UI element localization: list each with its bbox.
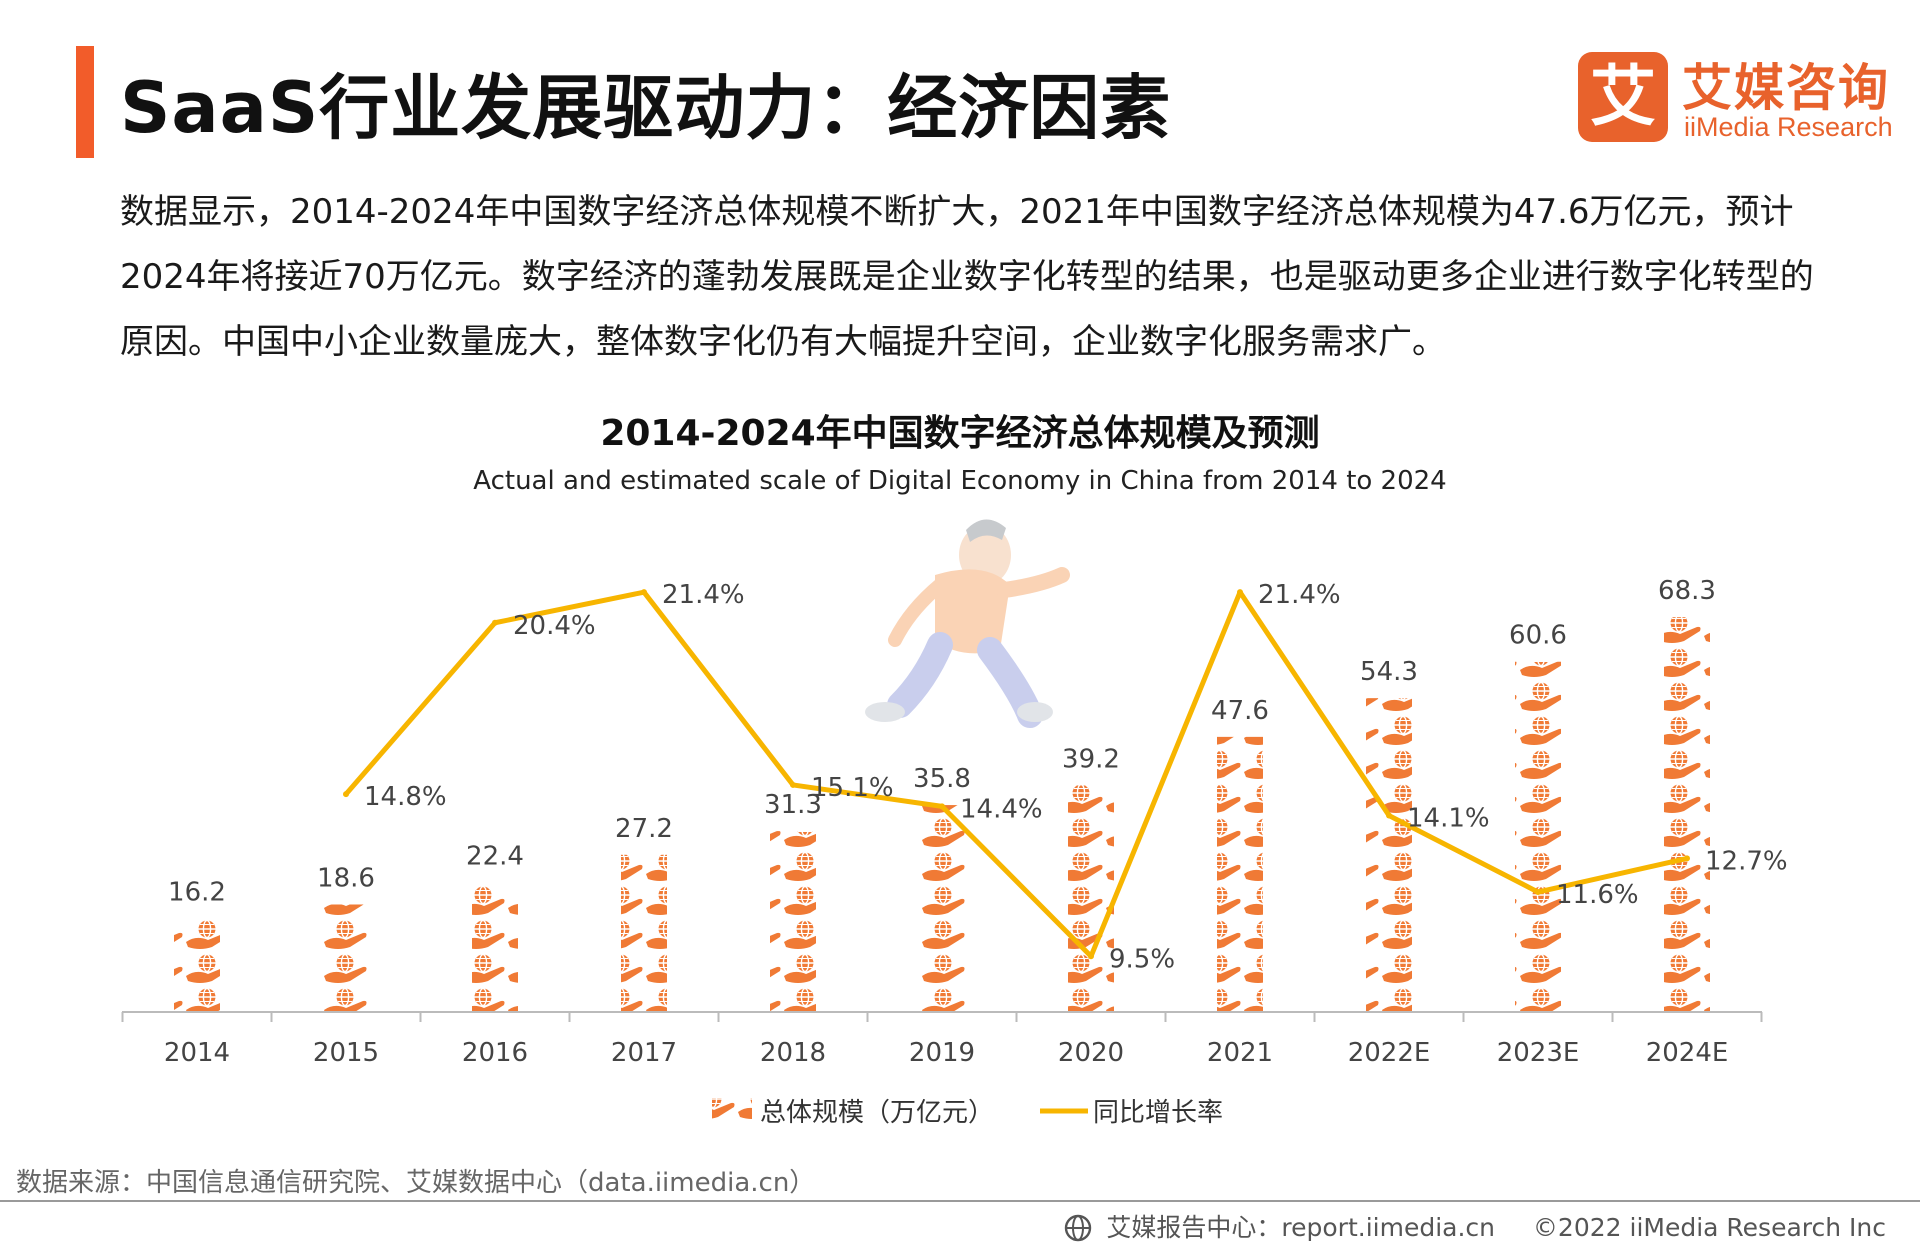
x-tick-label-2014: 2014 [164, 1038, 230, 1068]
line-label-2021: 21.4% [1258, 580, 1341, 610]
bar-label-2017: 27.2 [615, 814, 673, 844]
x-tick-label-2018: 2018 [760, 1038, 826, 1068]
bar-label-2016: 22.4 [466, 842, 524, 872]
bar-2014 [174, 918, 220, 1012]
copyright: ©2022 iiMedia Research Inc [1532, 1213, 1886, 1242]
line-point-2024E [1684, 855, 1690, 862]
bar-2021 [1217, 736, 1263, 1012]
iimedia-logo: 艾 艾媒咨询 iiMedia Research [1578, 52, 1893, 144]
footer-report-info: 艾媒报告中心：report.iimedia.cn ©2022 iiMedia R… [1064, 1208, 1886, 1244]
bar-2020 [1068, 785, 1114, 1012]
line-label-2024E: 12.7% [1705, 846, 1788, 876]
line-point-2018 [790, 781, 796, 788]
x-tick-label-2017: 2017 [611, 1038, 677, 1068]
bar-2023E [1515, 661, 1561, 1012]
chart-subtitle: Actual and estimated scale of Digital Ec… [473, 466, 1447, 496]
line-point-2021 [1237, 589, 1243, 596]
bar-label-2023E: 60.6 [1509, 621, 1567, 651]
footer-divider [0, 1200, 1920, 1202]
bar-2017 [621, 854, 667, 1012]
legend-label-bar: 总体规模（万亿元） [760, 1098, 994, 1128]
bar-label-2021: 47.6 [1211, 696, 1269, 726]
bar-label-2015: 18.6 [317, 863, 375, 893]
line-point-2022E [1386, 812, 1392, 819]
line-point-2023E [1535, 889, 1541, 896]
line-series [343, 589, 1690, 960]
line-label-2016: 20.4% [513, 611, 596, 641]
growth-rate-line [343, 589, 1690, 959]
line-point-2020 [1088, 953, 1094, 960]
bar-2022E [1366, 698, 1412, 1012]
page-title: SaaS行业发展驱动力：经济因素 [120, 67, 1172, 149]
bar-2016 [472, 882, 518, 1012]
legend-item-bar: 总体规模（万亿元） [712, 1098, 994, 1128]
line-point-2016 [492, 619, 498, 626]
bar-label-2020: 39.2 [1062, 744, 1120, 774]
x-tick-label-2019: 2019 [909, 1038, 975, 1068]
intro-paragraph: 数据显示，2014-2024年中国数字经济总体规模不断扩大，2021年中国数字经… [120, 192, 1814, 362]
line-label-2020: 9.5% [1109, 944, 1175, 974]
bar-label-2018: 31.3 [764, 790, 822, 820]
bar-label-2024E: 68.3 [1658, 576, 1716, 606]
globe-icon [1065, 1214, 1092, 1242]
line-value-labels: 14.8% 20.4% 21.4% 15.1% 14.4% 9.5% 21.4% 14.1% 1… [364, 580, 1788, 974]
bar-2015 [323, 904, 369, 1012]
digital-economy-chart: 16.2 18.6 22.4 27.2 31.3 35.8 39.2 47.6 54.3 60.6… [121, 519, 1788, 1128]
line-label-2019: 14.4% [960, 794, 1043, 824]
line-point-2015 [343, 791, 349, 798]
x-tick-label-2022E: 2022E [1348, 1038, 1431, 1068]
bar-2019 [919, 805, 965, 1012]
title-accent-bar [76, 46, 94, 158]
bar-2024E [1664, 617, 1710, 1012]
bar-2018 [770, 831, 816, 1012]
x-tick-label-2015: 2015 [313, 1038, 379, 1068]
bar-label-2019: 35.8 [913, 764, 971, 794]
line-label-2017: 21.4% [662, 580, 745, 610]
bar-label-2022E: 54.3 [1360, 657, 1418, 687]
legend-item-line: 同比增长率 [1040, 1098, 1223, 1128]
line-label-2018: 15.1% [811, 773, 894, 803]
bar-value-labels: 16.2 18.6 22.4 27.2 31.3 35.8 39.2 47.6 54.3 60.6… [168, 576, 1716, 907]
running-figure-watermark [865, 519, 1070, 728]
report-center-link[interactable]: 艾媒报告中心：report.iimedia.cn [1106, 1213, 1496, 1242]
bar-series [174, 617, 1710, 1012]
line-label-2022E: 14.1% [1407, 804, 1490, 834]
x-tick-label-2024E: 2024E [1646, 1038, 1729, 1068]
logo-mark-icon: 艾 [1578, 52, 1668, 142]
logo-english-name: iiMedia Research [1684, 112, 1893, 142]
chart-title: 2014-2024年中国数字经济总体规模及预测 [600, 413, 1320, 454]
x-axis: 2014 2015 2016 2017 2018 2019 2020 2021 2022E 202… [121, 1011, 1763, 1068]
legend-swatch-bar [712, 1098, 752, 1124]
x-tick-label-2016: 2016 [462, 1038, 528, 1068]
x-tick-label-2023E: 2023E [1497, 1038, 1580, 1068]
data-source-note: 数据来源：中国信息通信研究院、艾媒数据中心（data.iimedia.cn） [16, 1168, 816, 1198]
x-tick-label-2020: 2020 [1058, 1038, 1124, 1068]
line-label-2023E: 11.6% [1556, 880, 1639, 910]
line-label-2015: 14.8% [364, 782, 447, 812]
x-tick-label-2021: 2021 [1207, 1038, 1273, 1068]
legend: 总体规模（万亿元） 同比增长率 [712, 1098, 1223, 1128]
line-point-2017 [641, 589, 647, 596]
logo-chinese-name: 艾媒咨询 [1682, 59, 1890, 117]
bar-label-2014: 16.2 [168, 877, 226, 907]
legend-label-line: 同比增长率 [1093, 1098, 1223, 1128]
line-point-2019 [939, 803, 945, 810]
